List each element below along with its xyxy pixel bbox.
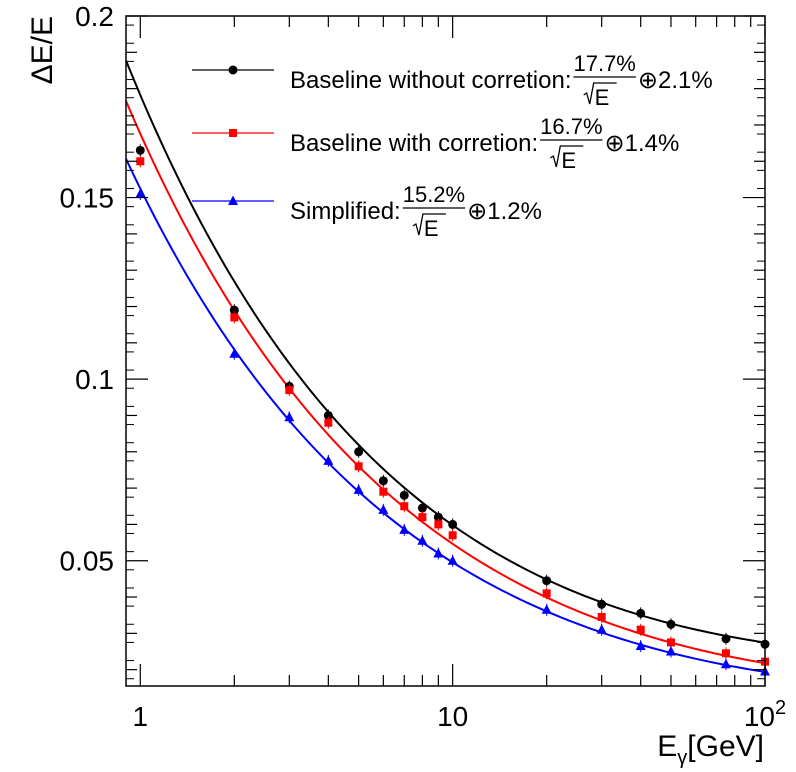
sqrt-icon <box>549 145 584 168</box>
legend-denominator: E <box>424 216 439 241</box>
legend-suffix: ⊕2.1% <box>638 67 713 94</box>
data-point <box>378 476 388 486</box>
legend-denominator: E <box>561 148 576 173</box>
fit-curve <box>125 158 766 673</box>
data-point <box>135 188 146 198</box>
data-point <box>666 619 676 629</box>
data-point <box>399 490 409 500</box>
data-point <box>597 613 606 622</box>
data-point <box>417 535 428 545</box>
data-point <box>285 386 294 395</box>
data-point <box>379 487 388 496</box>
x-axis-title-main: E <box>657 730 677 763</box>
data-points <box>135 144 770 678</box>
legend-suffix: ⊕1.2% <box>467 198 542 225</box>
data-point <box>229 305 239 315</box>
data-point <box>434 520 443 529</box>
sqrt-icon <box>583 82 617 105</box>
y-tick-label: 0.15 <box>60 183 115 214</box>
data-point <box>324 418 333 427</box>
data-point <box>136 157 145 166</box>
x-tick-label: 10 <box>437 701 468 732</box>
data-point <box>230 313 239 322</box>
data-point <box>541 604 552 614</box>
data-point <box>284 411 295 422</box>
data-point <box>542 576 552 586</box>
data-point <box>636 608 646 618</box>
data-point <box>597 599 607 609</box>
legend-numerator: 15.2% <box>403 182 465 207</box>
data-point <box>378 504 389 514</box>
data-point <box>721 649 730 658</box>
data-point <box>229 348 240 358</box>
data-point <box>417 503 427 513</box>
data-point <box>400 502 409 511</box>
plot-frame <box>125 15 766 687</box>
y-tick-label: 0.1 <box>75 364 114 395</box>
legend-label: Baseline with corretion: <box>290 130 538 157</box>
x-tick-label: 1 <box>133 701 149 732</box>
data-point <box>636 625 645 634</box>
data-point <box>448 531 457 540</box>
y-tick-label: 0.2 <box>75 1 114 32</box>
legend-label: Simplified: <box>290 198 401 225</box>
legend-marker <box>228 65 238 75</box>
legend-numerator: 16.7% <box>540 114 602 139</box>
data-point <box>666 638 675 647</box>
x-axis-title-unit: [GeV] <box>687 730 764 763</box>
x-axis-title-subscript: γ <box>677 747 687 769</box>
data-point <box>354 447 364 457</box>
legend-denominator: E <box>595 85 610 110</box>
y-axis-title: ΔE/E <box>26 16 59 84</box>
data-point <box>433 512 443 522</box>
y-tick-label: 0.05 <box>60 546 115 577</box>
legend: Baseline without corretion:17.7% E ⊕2.1% Ba… <box>192 51 713 241</box>
sqrt-icon <box>412 213 446 236</box>
data-point <box>353 484 364 494</box>
data-point <box>721 634 731 644</box>
data-point <box>720 658 731 669</box>
data-point <box>323 455 334 465</box>
axis-tick-labels: 0.05 0.1 0.15 0.2 1 10 102 <box>60 1 787 732</box>
data-point <box>399 524 410 534</box>
data-point <box>447 555 458 565</box>
data-point <box>323 410 333 420</box>
data-point <box>635 640 646 651</box>
x-tick-label: 102 <box>744 697 786 732</box>
data-point <box>596 624 607 634</box>
data-point <box>135 145 145 155</box>
data-point <box>665 646 676 656</box>
data-point <box>354 462 363 471</box>
legend-numerator: 17.7% <box>573 51 635 76</box>
legend-suffix: ⊕1.4% <box>605 130 680 157</box>
data-point <box>448 519 458 529</box>
axis-ticks <box>126 15 766 686</box>
data-point <box>418 513 427 522</box>
data-point <box>433 547 444 558</box>
fit-curve <box>125 60 766 644</box>
x-axis-title: Eγ[GeV] <box>657 730 764 769</box>
legend-marker <box>228 195 238 205</box>
data-point <box>542 589 551 598</box>
legend-label: Baseline without corretion: <box>290 67 571 94</box>
legend-marker <box>229 129 237 137</box>
